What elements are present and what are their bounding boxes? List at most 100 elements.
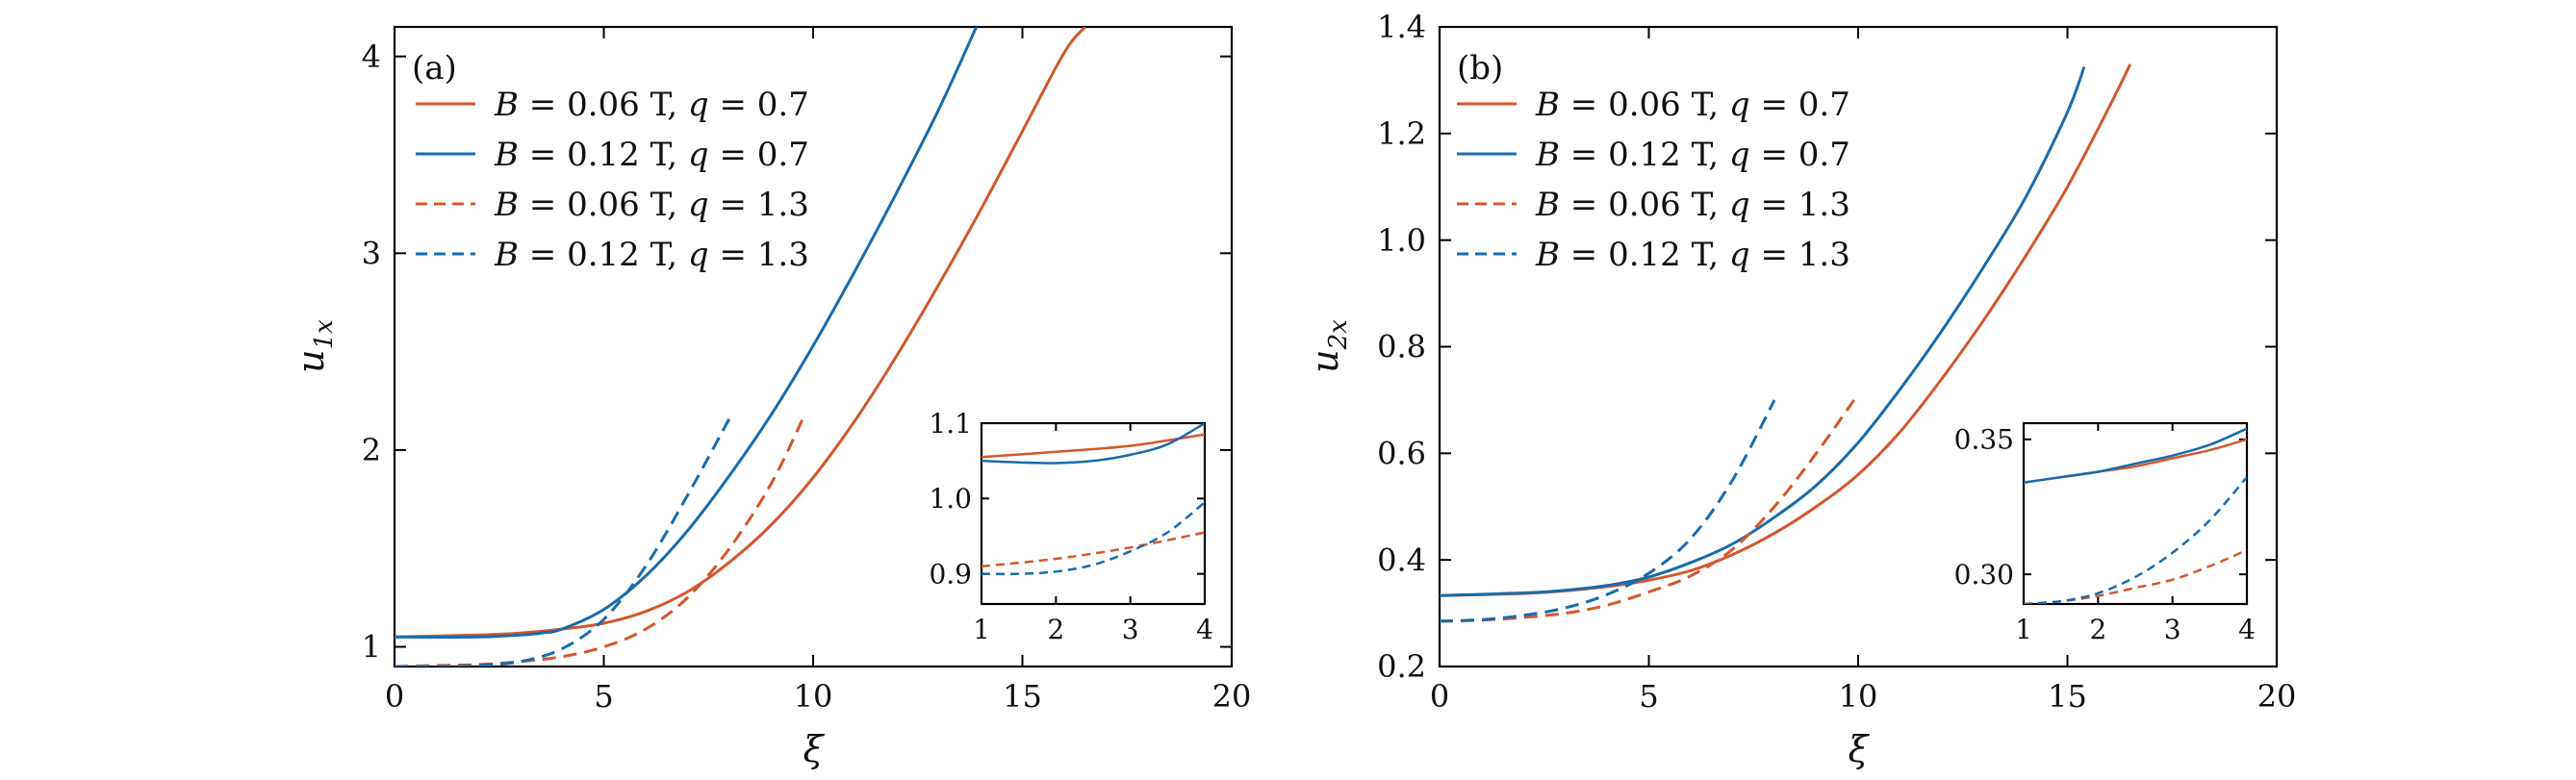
panel-a-inset-series-4 — [982, 501, 1205, 576]
panel-b-legend-4-qvar: q — [1729, 236, 1750, 274]
panel-b-legend-4-unit: T, — [1692, 236, 1729, 274]
panel-a-legend-1-eq1: = 0.06 — [519, 86, 650, 124]
panel-b-ylabel-sub: 2x — [1324, 319, 1353, 351]
panel-b-inset-curves — [2024, 427, 2247, 604]
panel-b-legend-4-eq1: = 0.12 — [1560, 236, 1692, 274]
panel-a-curves — [395, 27, 1086, 667]
panel-b-legend-1-eq1: = 0.06 — [1560, 86, 1692, 124]
panel-b-legend-3-unit: T, — [1692, 186, 1729, 224]
panel-b-legend-3-eq1: = 0.06 — [1560, 186, 1692, 224]
panel-a-legend-2-prefix: B — [494, 136, 519, 174]
panel-a-ylabel-sub: 1x — [310, 319, 339, 350]
panel-b-legend: B = 0.06 T, q = 0.7B = 0.12 T, q = 0.7B … — [1457, 86, 1850, 274]
panel-a-legend-2-unit: T, — [650, 136, 688, 174]
panel-a-legend-label-1: B = 0.06 T, q = 0.7 — [494, 86, 809, 124]
panel-b-ytick-label: 1.0 — [1377, 222, 1426, 259]
panel-b-inset-xtick-label: 3 — [2164, 614, 2181, 645]
panel-a-legend-label-2: B = 0.12 T, q = 0.7 — [494, 136, 809, 174]
panel-a-legend-4-qvar: q — [688, 236, 709, 274]
panel-a-ylabel: u1x — [290, 319, 339, 373]
panel-a-legend-label-4: B = 0.12 T, q = 1.3 — [494, 236, 809, 274]
panel-b-xtick-label: 5 — [1639, 678, 1658, 715]
panel-b-legend-4-eq2: = 1.3 — [1750, 236, 1850, 274]
panel-a-ytick-label: 1 — [362, 629, 381, 666]
panel-b-legend-4-prefix: B — [1535, 236, 1560, 274]
panel-a-xlabel: ξ — [803, 728, 826, 770]
panel-b-legend-2-eq1: = 0.12 — [1560, 136, 1692, 174]
panel-a-inset-ytick-label: 0.9 — [929, 558, 972, 590]
panel-a-xtick-label: 0 — [385, 678, 404, 715]
panel-a-legend-1-unit: T, — [650, 86, 688, 124]
panel-a-legend-4-prefix: B — [494, 236, 519, 274]
panel-a-legend-1-qvar: q — [688, 86, 709, 124]
panel-b-inset-xtick-label: 1 — [2015, 614, 2032, 645]
panel-b-inset-frame — [2022, 421, 2249, 606]
panel-b-ytick-label: 0.6 — [1377, 436, 1426, 472]
panel-a-xtick-label: 10 — [794, 678, 833, 715]
panel-a-inset-xtick-label: 3 — [1122, 614, 1139, 645]
panel-b-inset-xtick-label: 2 — [2089, 614, 2106, 645]
panel-b-ytick-label: 0.2 — [1377, 648, 1426, 685]
panel-b-inset-ticks: 1 2 3 4 0.30 0.35 — [1954, 423, 2256, 645]
panel-a-xtick-label: 15 — [1003, 678, 1042, 715]
panel-b-inset: 1 2 3 4 0.30 0.35 — [1954, 421, 2256, 645]
panel-b-ylabel: u2x — [1304, 319, 1353, 373]
panel-b-legend-3-qvar: q — [1729, 186, 1750, 224]
panel-b-xtick-label: 10 — [1839, 678, 1878, 715]
panel-a-legend-label-3: B = 0.06 T, q = 1.3 — [494, 186, 809, 224]
panel-b-inset-ytick-label: 0.30 — [1954, 559, 2014, 591]
panel-b-xtick-label: 15 — [2048, 678, 2087, 715]
panel-b-ticks: 0 5 10 15 20 0.2 0.4 0.6 0.8 1.0 1.2 1.4 — [1377, 9, 2296, 715]
panel-a-legend-4-eq1: = 0.12 — [519, 236, 650, 274]
panel-a-inset-series-1 — [982, 433, 1205, 459]
panel-b-legend-2-qvar: q — [1729, 136, 1750, 174]
panel-b-series-4 — [1440, 399, 1776, 623]
panel-a-ytick-label: 4 — [362, 38, 381, 75]
panel-a-series-2 — [395, 27, 979, 639]
panel-a-legend-2-qvar: q — [688, 136, 709, 174]
panel-b-inset-ytick-label: 0.35 — [1954, 424, 2014, 456]
panel-a-inset-xtick-label: 1 — [973, 614, 990, 645]
panel-a-legend-3-eq1: = 0.06 — [519, 186, 650, 224]
panel-b-ylabel-base: u — [1304, 349, 1346, 372]
panel-b-xlabel: ξ — [1849, 728, 1871, 770]
panel-b-series-2 — [1440, 66, 2086, 597]
panel-a-label: (a) — [412, 49, 457, 88]
panel-b-legend-3-prefix: B — [1535, 186, 1560, 224]
panel-a-legend-3-prefix: B — [494, 186, 519, 224]
panel-b-ytick-label: 1.2 — [1377, 115, 1426, 152]
panel-a-series-3 — [395, 414, 806, 667]
panel-a-legend-1-prefix: B — [494, 86, 519, 124]
panel-b-legend-label-3: B = 0.06 T, q = 1.3 — [1535, 186, 1850, 224]
panel-a-xtick-label: 20 — [1212, 678, 1252, 715]
panel-a-inset-ytick-label: 1.0 — [929, 483, 972, 515]
panel-a-ytick-label: 3 — [362, 236, 381, 272]
panel-a-legend-3-unit: T, — [650, 186, 688, 224]
panel-b-legend-1-eq2: = 0.7 — [1750, 86, 1850, 124]
panel-a-ticks: 0 5 10 15 20 1 2 3 4 — [362, 27, 1252, 715]
panel-b-legend-1-unit: T, — [1692, 86, 1729, 124]
panel-b-inset-series-2 — [2024, 427, 2247, 484]
panel-a-inset: 1 2 3 4 0.9 1.0 1.1 — [929, 408, 1212, 645]
panel-b-inset-series-4 — [2024, 476, 2247, 604]
panel-a-legend-3-eq2: = 1.3 — [709, 186, 809, 224]
panel-b-legend-label-2: B = 0.12 T, q = 0.7 — [1535, 136, 1850, 174]
panel-a-inset-xtick-label: 2 — [1047, 614, 1064, 645]
panel-a-xtick-label: 5 — [594, 678, 613, 715]
panel-a-ytick-label: 2 — [362, 432, 381, 468]
panel-b-label: (b) — [1457, 49, 1503, 88]
panel-a-inset-series-3 — [982, 531, 1205, 568]
panel-b-ytick-label: 0.4 — [1377, 541, 1426, 578]
panel-b-ytick-label: 1.4 — [1377, 9, 1426, 45]
panel-b: 0 5 10 15 20 0.2 0.4 0.6 0.8 1.0 1.2 1.4 (b) B = 0.… — [1304, 9, 2296, 770]
panel-b-series-3 — [1440, 399, 1855, 623]
panel-b-legend-1-qvar: q — [1729, 86, 1750, 124]
panel-b-legend-1-prefix: B — [1535, 86, 1560, 124]
panel-a-legend-4-eq2: = 1.3 — [709, 236, 809, 274]
panel-a-inset-curves — [982, 423, 1205, 576]
panel-b-legend-2-eq2: = 0.7 — [1750, 136, 1850, 174]
panel-b-legend-2-unit: T, — [1692, 136, 1729, 174]
panel-a-series-1 — [395, 27, 1086, 639]
panel-a-series-4 — [395, 417, 731, 667]
